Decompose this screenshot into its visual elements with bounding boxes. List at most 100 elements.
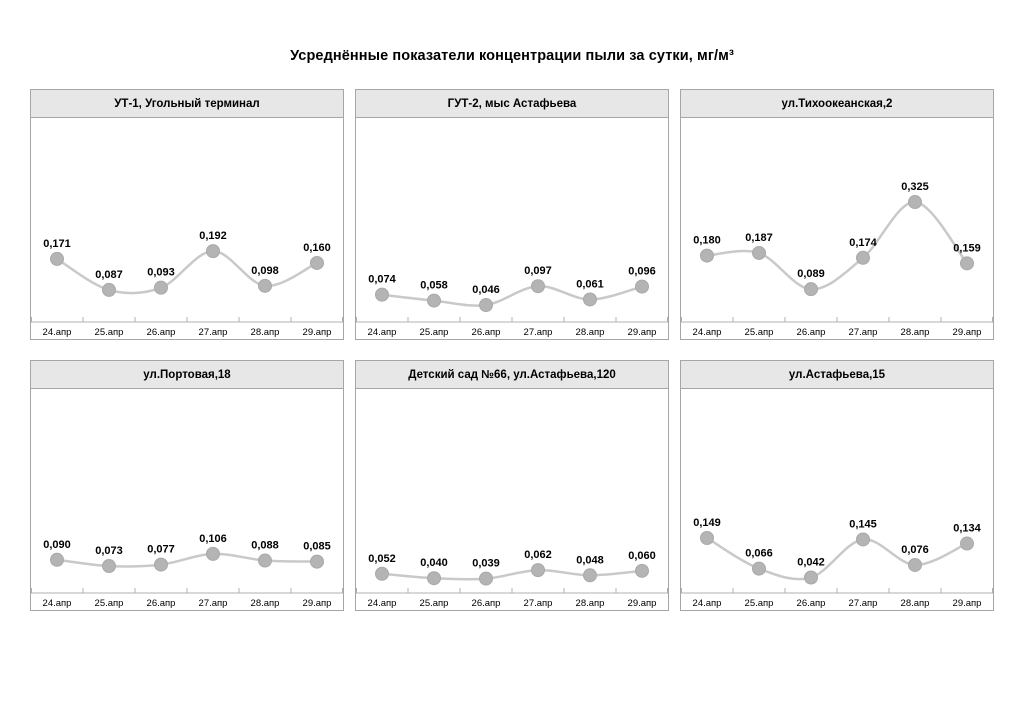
data-point-label: 0,097 [524,265,552,277]
x-axis-label: 25.апр [95,598,124,609]
data-point-label: 0,159 [953,242,981,254]
data-point-marker [700,248,714,263]
data-point-label: 0,180 [693,235,721,247]
data-point-label: 0,052 [368,553,396,565]
data-point-marker [752,245,766,260]
x-axis-label: 28.апр [251,327,280,338]
data-point-label: 0,160 [303,242,331,254]
data-point-label: 0,093 [147,267,175,279]
data-point-label: 0,098 [251,265,279,277]
data-point-label: 0,149 [693,517,721,529]
x-axis-label: 24.апр [693,327,722,338]
data-point-label: 0,174 [849,237,877,249]
data-point-marker [908,557,922,572]
chart-title: Детский сад №66, ул.Астафьева,120 [356,361,668,389]
data-point-marker [479,298,493,313]
data-point-marker [258,278,272,293]
x-axis-label: 27.апр [524,598,553,609]
data-point-marker [50,552,64,567]
data-point-marker [531,279,545,294]
data-point-marker [50,251,64,266]
x-axis-label: 28.апр [576,327,605,338]
data-point-marker [258,553,272,568]
x-axis-label: 29.апр [628,327,657,338]
chart-canvas: 0,090 0,073 0,077 0,106 0,088 0,085 24.апр 25.а… [31,533,343,609]
x-axis-label: 27.апр [199,598,228,609]
x-axis-label: 27.апр [849,598,878,609]
data-point-label: 0,066 [745,548,773,560]
chart-plot-area: 0,149 0,066 0,042 0,145 0,076 0,134 24.апр 25.а… [681,389,993,610]
x-axis-label: 27.апр [849,327,878,338]
data-point-marker [804,282,818,297]
data-point-label: 0,040 [420,557,448,569]
data-point-label: 0,145 [849,518,877,530]
data-point-marker [375,287,389,302]
x-axis-label: 28.апр [576,598,605,609]
x-axis-label: 26.апр [472,327,501,338]
data-point-label: 0,058 [420,280,448,292]
data-point-label: 0,073 [95,545,123,557]
chart-title: ул.Астафьева,15 [681,361,993,389]
x-axis-label: 28.апр [901,327,930,338]
chart-plot-area: 0,052 0,040 0,039 0,062 0,048 0,060 24.апр 25.а… [356,389,668,610]
data-point-label: 0,106 [199,533,227,545]
chart-plot-area: 0,180 0,187 0,089 0,174 0,325 0,159 24.апр 25.а… [681,118,993,339]
x-axis-label: 24.апр [43,327,72,338]
data-point-label: 0,325 [901,181,929,193]
x-axis-label: 24.апр [368,598,397,609]
chart-title: ул.Портовая,18 [31,361,343,389]
data-point-marker [856,250,870,265]
data-point-label: 0,085 [303,541,331,553]
data-point-marker [908,195,922,210]
data-point-label: 0,089 [797,268,825,280]
x-axis-label: 29.апр [953,327,982,338]
data-point-marker [752,561,766,576]
data-point-marker [427,571,441,586]
data-point-marker [375,566,389,581]
data-point-label: 0,088 [251,540,279,552]
chart-plot-area: 0,171 0,087 0,093 0,192 0,098 0,160 24.апр 25.а… [31,118,343,339]
data-point-label: 0,192 [199,230,227,242]
data-point-marker [960,536,974,551]
x-axis-label: 26.апр [472,598,501,609]
data-point-label: 0,077 [147,544,175,556]
chart-canvas: 0,180 0,187 0,089 0,174 0,325 0,159 24.апр 25.а… [681,181,993,338]
x-axis-label: 26.апр [147,598,176,609]
x-axis-label: 25.апр [420,327,449,338]
data-point-label: 0,060 [628,550,656,562]
chart-panel-ut1: УТ-1, Угольный терминал 0,171 0,087 0,093 0… [30,89,344,340]
data-point-marker [102,282,116,297]
chart-plot-area: 0,074 0,058 0,046 0,097 0,061 0,096 24.апр 25.а… [356,118,668,339]
chart-plot-area: 0,090 0,073 0,077 0,106 0,088 0,085 24.апр 25.а… [31,389,343,610]
x-axis-label: 24.апр [693,598,722,609]
chart-panel-astafyeva15: ул.Астафьева,15 0,149 0,066 0,042 0,145 0,07… [680,360,994,611]
x-axis-label: 29.апр [303,598,332,609]
x-axis-label: 26.апр [797,327,826,338]
x-axis-label: 28.апр [901,598,930,609]
x-axis-label: 25.апр [420,598,449,609]
data-point-label: 0,171 [43,238,71,250]
data-point-marker [206,546,220,561]
chart-panel-gut2: ГУТ-2, мыс Астафьева 0,074 0,058 0,046 0,09… [355,89,669,340]
x-axis-label: 29.апр [628,598,657,609]
x-axis-label: 27.апр [524,327,553,338]
x-axis-label: 28.апр [251,598,280,609]
x-axis-label: 25.апр [745,598,774,609]
chart-canvas: 0,149 0,066 0,042 0,145 0,076 0,134 24.апр 25.а… [681,517,993,609]
data-point-label: 0,096 [628,266,656,278]
data-point-label: 0,076 [901,544,929,556]
data-point-label: 0,187 [745,232,773,244]
chart-canvas: 0,052 0,040 0,039 0,062 0,048 0,060 24.апр 25.а… [356,549,668,609]
data-point-marker [700,531,714,546]
data-point-marker [856,532,870,547]
x-axis-label: 24.апр [368,327,397,338]
data-point-label: 0,046 [472,284,500,296]
x-axis-label: 24.апр [43,598,72,609]
data-point-marker [635,563,649,578]
chart-canvas: 0,074 0,058 0,046 0,097 0,061 0,096 24.апр 25.а… [356,265,668,338]
data-point-label: 0,048 [576,554,604,566]
data-point-marker [206,244,220,259]
data-point-label: 0,039 [472,558,500,570]
x-axis-label: 27.апр [199,327,228,338]
data-point-marker [310,554,324,569]
